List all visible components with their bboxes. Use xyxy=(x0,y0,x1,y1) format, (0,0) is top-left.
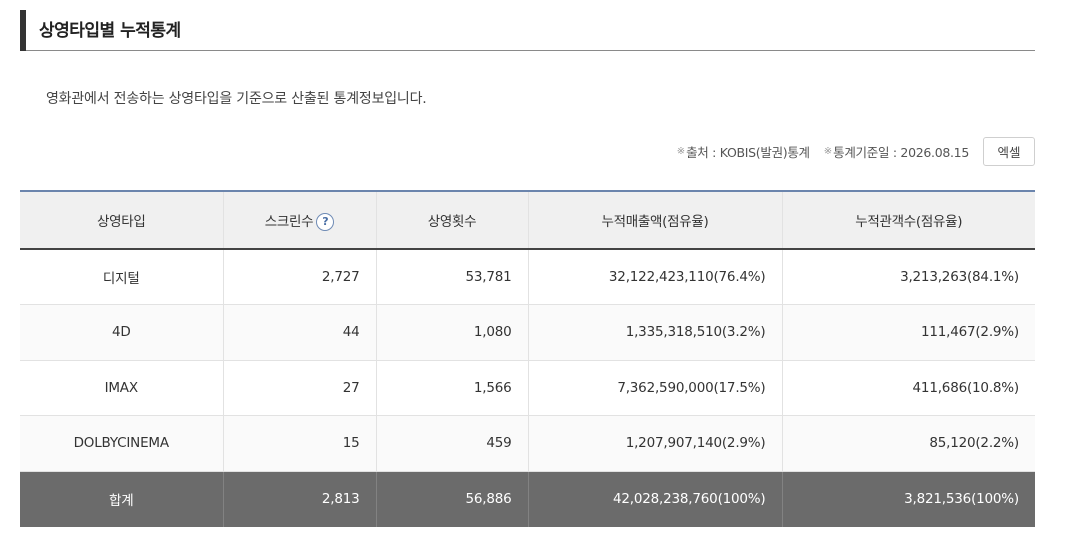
section-header: 상영타입별 누적통계 xyxy=(20,10,1035,51)
col-header-sales: 누적매출액(점유율) xyxy=(528,190,783,250)
excel-download-button[interactable]: 엑셀 xyxy=(983,137,1035,166)
cell-sales: 1,335,318,510(3.2%) xyxy=(528,304,783,361)
cell-shows: 56,886 xyxy=(376,471,529,527)
screen-type-stats-table: 상영타입 스크린수? 상영횟수 누적매출액(점유율) 누적관객수(점유율) 디지… xyxy=(20,190,1035,527)
table-row: 디지털 2,727 53,781 32,122,423,110(76.4%) 3… xyxy=(20,249,1035,305)
table-row: DOLBYCINEMA 15 459 1,207,907,140(2.9%) 8… xyxy=(20,415,1035,472)
cell-screens: 2,727 xyxy=(223,249,377,305)
cell-type: IMAX xyxy=(20,360,224,416)
cell-screens: 44 xyxy=(223,304,377,361)
cell-shows: 53,781 xyxy=(376,249,529,305)
col-header-shows: 상영횟수 xyxy=(376,190,529,250)
cell-type: DOLBYCINEMA xyxy=(20,415,224,472)
base-date-text: 통계기준일 : 2026.08.15 xyxy=(833,145,969,160)
col-header-screens: 스크린수? xyxy=(223,190,377,250)
help-icon[interactable]: ? xyxy=(316,212,335,231)
cell-audience: 111,467(2.9%) xyxy=(782,304,1035,361)
description-text: 영화관에서 전송하는 상영타입을 기준으로 산출된 통계정보입니다. xyxy=(46,91,427,107)
col-header-screens-label: 스크린수 xyxy=(264,213,314,230)
note-mark: ※ xyxy=(823,146,833,157)
table-row: IMAX 27 1,566 7,362,590,000(17.5%) 411,6… xyxy=(20,360,1035,416)
cell-sales: 42,028,238,760(100%) xyxy=(528,471,783,527)
cell-type: 4D xyxy=(20,304,224,361)
total-row: 합계 2,813 56,886 42,028,238,760(100%) 3,8… xyxy=(20,471,1035,527)
cell-shows: 459 xyxy=(376,415,529,472)
cell-audience: 85,120(2.2%) xyxy=(782,415,1035,472)
cell-sales: 7,362,590,000(17.5%) xyxy=(528,360,783,416)
source-text: 출처 : KOBIS(발권)통계 xyxy=(686,145,810,160)
cell-type: 디지털 xyxy=(20,249,224,305)
col-header-type: 상영타입 xyxy=(20,190,224,250)
cell-screens: 27 xyxy=(223,360,377,416)
page-title: 상영타입별 누적통계 xyxy=(39,21,181,41)
col-header-audience: 누적관객수(점유율) xyxy=(782,190,1035,250)
cell-screens: 2,813 xyxy=(223,471,377,527)
note-mark: ※ xyxy=(676,146,686,157)
cell-shows: 1,080 xyxy=(376,304,529,361)
cell-audience: 411,686(10.8%) xyxy=(782,360,1035,416)
cell-sales: 1,207,907,140(2.9%) xyxy=(528,415,783,472)
cell-audience: 3,213,263(84.1%) xyxy=(782,249,1035,305)
cell-sales: 32,122,423,110(76.4%) xyxy=(528,249,783,305)
cell-audience: 3,821,536(100%) xyxy=(782,471,1035,527)
cell-type: 합계 xyxy=(20,471,224,527)
table-row: 4D 44 1,080 1,335,318,510(3.2%) 111,467(… xyxy=(20,304,1035,361)
header-accent-bar xyxy=(20,10,26,51)
table-header-row: 상영타입 스크린수? 상영횟수 누적매출액(점유율) 누적관객수(점유율) xyxy=(20,190,1035,250)
cell-shows: 1,566 xyxy=(376,360,529,416)
stats-meta: ※ 출처 : KOBIS(발권)통계 ※ 통계기준일 : 2026.08.15 … xyxy=(677,137,1035,166)
cell-screens: 15 xyxy=(223,415,377,472)
